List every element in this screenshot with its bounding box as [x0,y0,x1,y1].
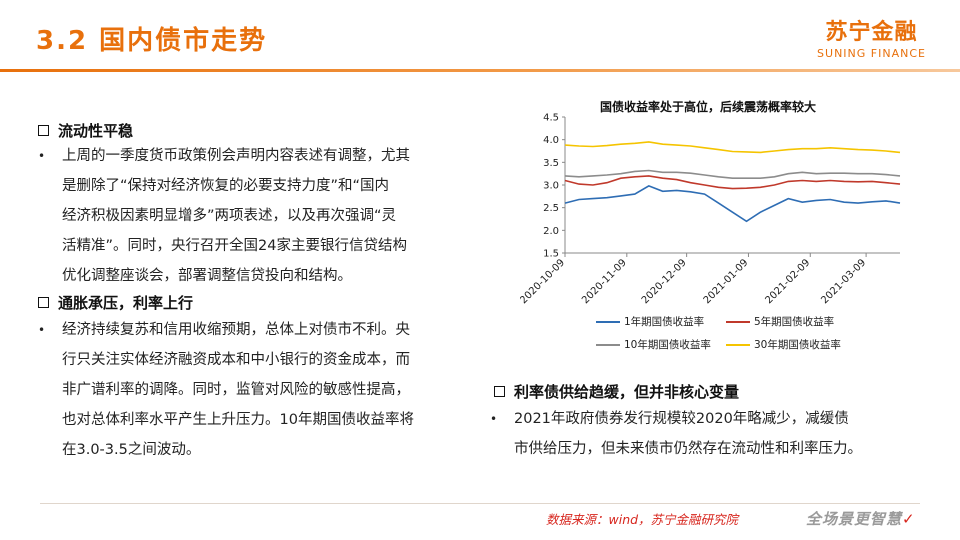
legend-label: 10年期国债收益率 [624,339,711,351]
text-line: 活精准”。同时，央行召开全国24家主要银行信贷结构 [62,238,407,254]
checkbox-square-icon [38,125,49,136]
legend-label: 30年期国债收益率 [754,339,841,351]
paragraph-supply: • 2021年政府债券发行规模较2020年略减少，减缓债 市供给压力，但未来债市… [490,404,924,464]
logo-text-en: SUNING FINANCE [817,47,926,60]
slogan-text: 全场景更智慧 [806,510,903,528]
legend-label: 5年期国债收益率 [754,316,835,328]
legend-item: 30年期国债收益率 [726,337,841,352]
bullet-dot-icon: • [38,323,46,337]
header-divider [0,69,960,72]
y-tick-label: 2.5 [543,203,559,214]
y-tick-label: 3.0 [543,181,559,192]
y-tick-label: 4.0 [543,135,559,146]
checkmark-icon: ✓ [902,510,916,528]
series-line-2 [564,175,901,190]
y-tick-label: 1.5 [543,249,559,260]
bullet-dot-icon: • [490,412,498,426]
paragraph-liquidity: • 上周的一季度货币政策例会声明内容表述有调整，尤其 是删除了“保持对经济恢复的… [38,141,462,291]
text-line: 非广谱利率的调降。同时，监管对风险的敏感性提高， [62,382,410,398]
x-tick-label: 2021-02-09 [764,257,813,306]
heading-text: 通胀承压，利率上行 [58,294,194,312]
chart-title: 国债收益率处于高位，后续震荡概率较大 [600,100,817,114]
text-line: 2021年政府债券发行规模较2020年略减少，减缓债 [514,411,849,427]
x-tick-label: 2020-12-09 [640,257,689,306]
page-title: 3.2 国内债市走势 [36,26,268,56]
text-line: 上周的一季度货币政策例会声明内容表述有调整，尤其 [62,148,410,164]
brand-logo: 苏宁金融 SUNING FINANCE [817,14,926,60]
data-source-note: 数据来源：wind，苏宁金融研究院 [546,512,739,527]
yield-line-chart: 1.5 2.0 2.5 3.0 3.5 4.0 4.5 2020-10-09 2020-11-0… [520,113,901,306]
checkbox-square-icon [494,386,505,397]
text-line: 市供给压力，但未来债市仍然存在流动性和利率压力。 [514,441,862,457]
legend-swatch [726,320,750,323]
footer-divider [40,503,920,504]
series-line-4 [564,141,901,154]
paragraph-inflation: • 经济持续复苏和信用收缩预期，总体上对债市不利。央 行只关注实体经济融资成本和… [38,315,462,465]
text-line: 经济持续复苏和信用收缩预期，总体上对债市不利。央 [62,322,410,338]
x-tick-label: 2020-11-09 [580,257,629,306]
text-line: 在3.0-3.5之间波动。 [62,442,201,458]
legend-swatch [726,343,750,346]
x-tick-label: 2021-01-09 [702,257,751,306]
heading-text: 利率债供给趋缓，但并非核心变量 [514,383,740,401]
legend-item: 10年期国债收益率 [596,337,711,352]
x-tick-label: 2020-10-09 [520,257,567,306]
legend-item: 1年期国债收益率 [596,314,704,329]
section-heading-liquidity: 流动性平稳 [38,120,133,141]
legend-item: 5年期国债收益率 [726,314,834,329]
text-line: 也对总体利率水平产生上升压力。10年期国债收益率将 [62,412,414,428]
series-line-1 [564,185,901,223]
y-tick-label: 4.5 [543,113,559,124]
legend-swatch [596,343,620,346]
series-line-3 [564,169,901,179]
x-tick-label: 2021-03-09 [819,257,868,306]
text-line: 优化调整座谈会，部署调整信贷投向和结构。 [62,268,352,284]
brand-slogan: 全场景更智慧✓ [806,508,916,529]
text-line: 是删除了“保持对经济恢复的必要支持力度”和“国内 [62,178,390,194]
bullet-dot-icon: • [38,149,46,163]
section-heading-supply: 利率债供给趋缓，但并非核心变量 [494,381,739,402]
legend-swatch [596,320,620,323]
logo-text-cn: 苏宁金融 [825,20,918,45]
text-line: 行只关注实体经济融资成本和中小银行的资金成本，而 [62,352,410,368]
heading-text: 流动性平稳 [58,122,134,140]
y-tick-label: 2.0 [543,226,559,237]
section-heading-inflation: 通胀承压，利率上行 [38,292,193,313]
y-tick-label: 3.5 [543,158,559,169]
legend-label: 1年期国债收益率 [624,316,705,328]
checkbox-square-icon [38,297,49,308]
text-line: 经济积极因素明显增多”两项表述，以及再次强调“灵 [62,208,397,224]
